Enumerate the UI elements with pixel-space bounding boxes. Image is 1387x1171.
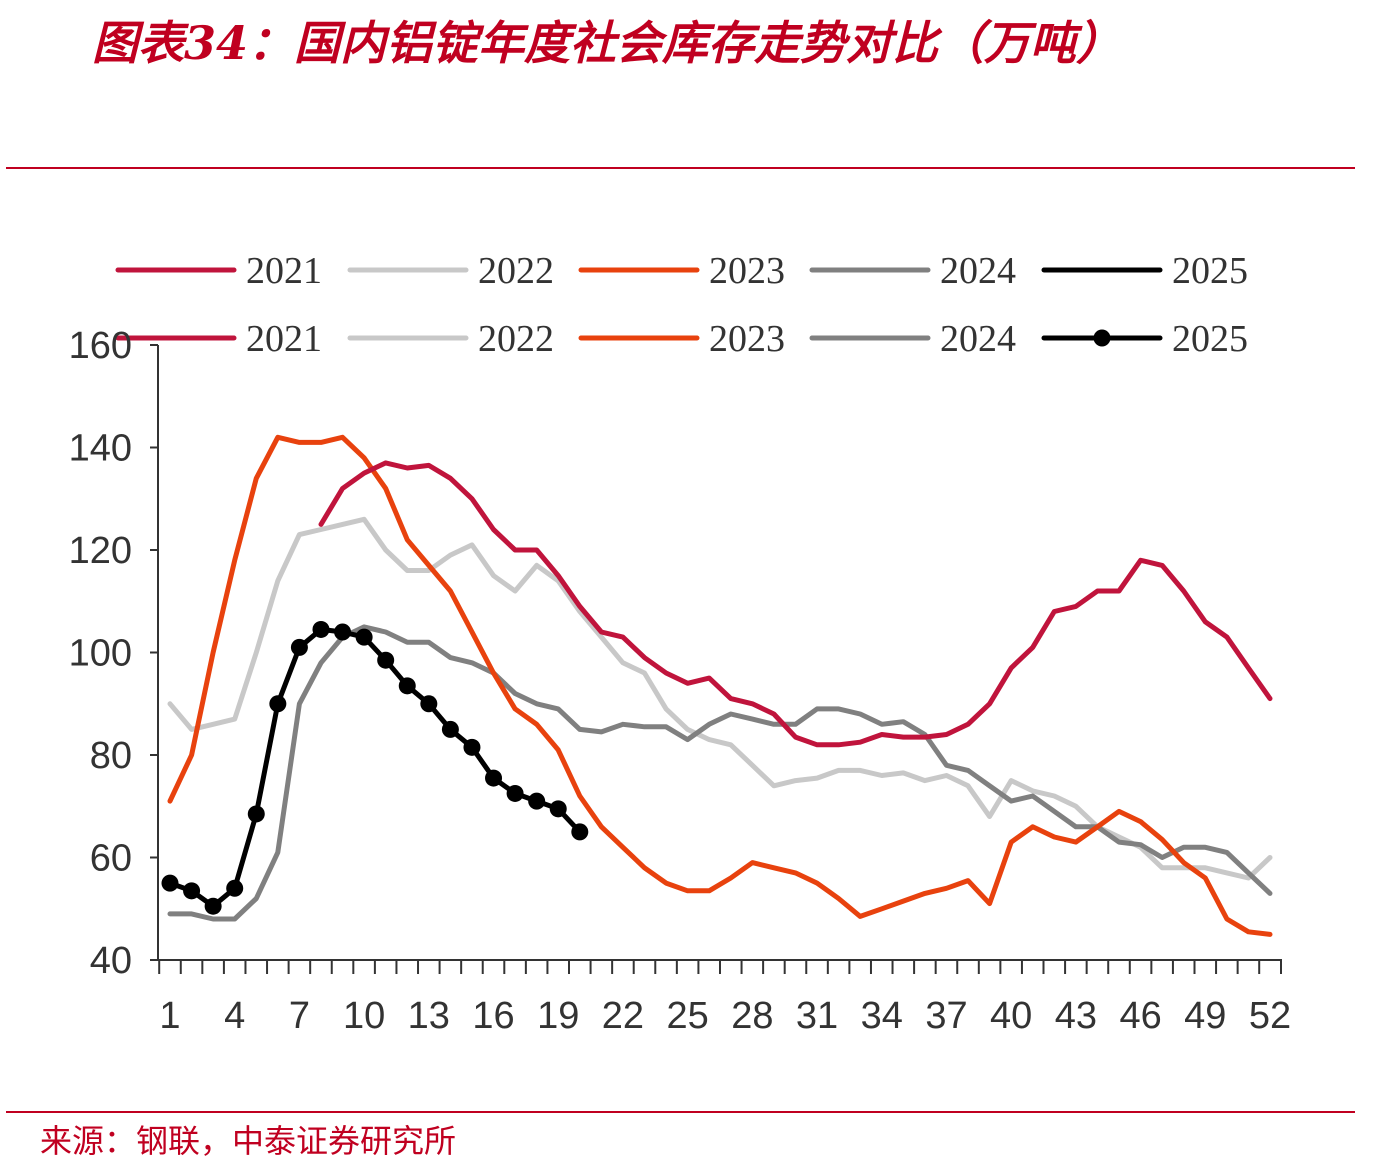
y-tick-label: 60	[90, 838, 132, 880]
x-tick-label: 37	[925, 995, 967, 1037]
series-line-2021	[318, 460, 1273, 748]
legend-label-2023: 2023	[709, 318, 785, 360]
legend-label-2021: 2021	[246, 318, 322, 360]
chart-series	[161, 434, 1273, 937]
legend-label-2025: 2025	[1172, 250, 1248, 292]
bottom-divider	[6, 1111, 1355, 1113]
data-point-2025	[183, 882, 201, 900]
data-point-2025	[161, 874, 179, 892]
x-tick-label: 16	[472, 995, 514, 1037]
x-tick-label: 10	[343, 995, 385, 1037]
data-point-2025	[398, 677, 416, 695]
data-point-2025	[485, 769, 503, 787]
series-line-2025	[167, 626, 583, 909]
data-point-2025	[312, 620, 330, 638]
series-line-2023	[167, 434, 1273, 937]
y-tick-label: 160	[69, 325, 132, 367]
y-tick-label: 40	[90, 940, 132, 982]
x-tick-label: 34	[861, 995, 903, 1037]
legend-label-2025: 2025	[1172, 318, 1248, 360]
x-tick-label: 52	[1249, 995, 1291, 1037]
data-point-2025	[506, 784, 524, 802]
y-tick-label: 80	[90, 735, 132, 777]
x-tick-label: 25	[667, 995, 709, 1037]
chart-axes: 40 60 80 100 120 140 160 1 4 7 10 13 16 19 22 25 28 31 34 3…	[69, 325, 1292, 1037]
x-tick-label: 22	[602, 995, 644, 1037]
data-point-2025	[226, 879, 244, 897]
data-point-2025	[290, 638, 308, 656]
source-note: 来源：钢联，中泰证券研究所	[40, 1122, 457, 1160]
x-tick-label: 40	[990, 995, 1032, 1037]
data-point-2025	[528, 792, 546, 810]
data-point-2025	[334, 623, 352, 641]
x-tick-label: 1	[159, 995, 180, 1037]
legend-label-2023: 2023	[709, 250, 785, 292]
data-point-2025	[204, 897, 222, 915]
legend: 2021 2022 2023 2024 2025 2021 2022 2023 2024 2025	[115, 250, 1248, 360]
data-point-2025	[571, 823, 589, 841]
legend-marker-2025	[1093, 329, 1111, 347]
series-line-2024	[167, 624, 1273, 922]
legend-label-2022: 2022	[478, 250, 554, 292]
y-tick-label: 140	[69, 428, 132, 470]
x-tick-label: 19	[537, 995, 579, 1037]
chart-title: 图表34：国内铝锭年度社会库存走势对比（万吨）	[92, 16, 1123, 70]
data-point-2025	[549, 800, 567, 818]
data-point-2025	[355, 628, 373, 646]
legend-label-2021: 2021	[246, 250, 322, 292]
data-point-2025	[420, 695, 438, 713]
data-point-2025	[247, 805, 265, 823]
x-tick-label: 46	[1119, 995, 1161, 1037]
y-tick-label: 120	[69, 530, 132, 572]
series-line-2022	[167, 516, 1273, 881]
x-tick-label: 4	[224, 995, 245, 1037]
legend-label-2022: 2022	[478, 318, 554, 360]
data-point-2025	[269, 695, 287, 713]
x-tick-label: 7	[289, 995, 310, 1037]
top-divider	[6, 167, 1355, 169]
x-tick-label: 43	[1055, 995, 1097, 1037]
legend-label-2024: 2024	[940, 250, 1016, 292]
data-point-2025	[463, 738, 481, 756]
data-point-2025	[441, 720, 459, 738]
legend-label-2024: 2024	[940, 318, 1016, 360]
x-tick-label: 31	[796, 995, 838, 1037]
data-point-2025	[377, 651, 395, 669]
x-tick-label: 28	[731, 995, 773, 1037]
x-tick-label: 49	[1184, 995, 1226, 1037]
y-tick-label: 100	[69, 633, 132, 675]
x-tick-label: 13	[408, 995, 450, 1037]
